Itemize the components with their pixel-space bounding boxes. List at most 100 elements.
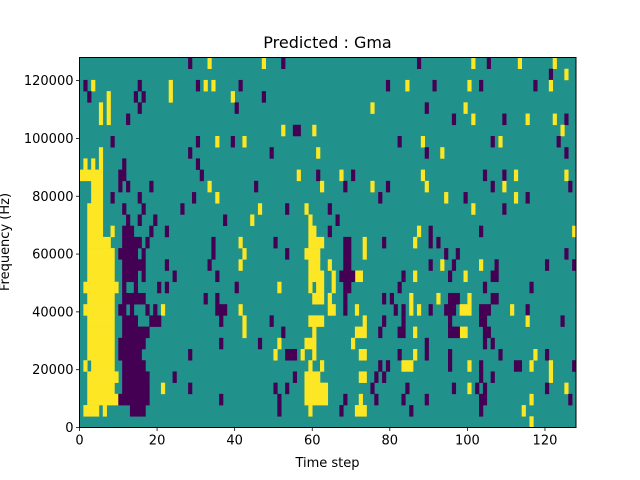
heatmap-cell-yellow	[552, 57, 557, 70]
heatmap-cell-yellow	[498, 135, 503, 148]
heatmap-cell-yellow	[238, 304, 243, 316]
heatmap-cell-yellow	[87, 349, 115, 361]
heatmap-cell-purple	[110, 135, 115, 148]
heatmap-cell-yellow	[91, 180, 104, 193]
heatmap-cell-yellow	[207, 180, 212, 193]
heatmap-cell-purple	[285, 203, 290, 215]
heatmap-cell-yellow	[304, 248, 321, 260]
heatmap-cell-purple	[502, 203, 507, 215]
heatmap-cell-purple	[378, 360, 383, 372]
heatmap-cell-purple	[343, 259, 352, 271]
heatmap-cell-purple	[316, 169, 321, 182]
heatmap-cell-yellow	[277, 337, 282, 350]
heatmap-cell-yellow	[564, 68, 569, 81]
heatmap-cell-yellow	[98, 147, 104, 159]
x-axis-label: Time step	[294, 456, 359, 471]
heatmap-cell-yellow	[273, 349, 278, 361]
heatmap-cell-purple	[157, 281, 162, 294]
heatmap-cell-yellow	[467, 292, 472, 305]
heatmap-cell-yellow	[87, 270, 115, 283]
heatmap-cell-yellow	[215, 135, 220, 148]
heatmap-cell-purple	[428, 304, 433, 316]
heatmap-cell-yellow	[339, 169, 344, 182]
heatmap-cell-yellow	[548, 371, 554, 383]
heatmap-cell-yellow	[416, 225, 422, 238]
heatmap-cell-purple	[172, 270, 177, 283]
heatmap-cell-yellow	[525, 113, 530, 126]
heatmap-cell-purple	[405, 382, 410, 395]
heatmap-cell-yellow	[413, 349, 418, 361]
heatmap-cell-yellow	[502, 180, 507, 193]
heatmap-cell-purple	[292, 124, 301, 137]
heatmap-cell-purple	[141, 91, 146, 103]
heatmap-cell-purple	[207, 259, 212, 271]
heatmap-cell-purple	[401, 304, 406, 316]
heatmap-cell-purple	[188, 147, 193, 159]
heatmap-cell-purple	[164, 259, 170, 271]
heatmap-cell-purple	[149, 180, 154, 193]
heatmap-cell-yellow	[413, 326, 418, 339]
heatmap-cell-purple	[544, 382, 550, 395]
heatmap-cell-purple	[529, 281, 534, 294]
heatmap-cell-yellow	[83, 405, 100, 417]
heatmap-cell-purple	[118, 393, 150, 406]
heatmap-cell-yellow	[459, 326, 468, 339]
heatmap-cell-purple	[502, 169, 507, 182]
heatmap-cell-purple	[230, 135, 235, 148]
heatmap-cell-purple	[564, 248, 569, 260]
y-tick-label: 0	[65, 421, 73, 436]
heatmap-cell-yellow	[207, 57, 212, 70]
heatmap-cell-yellow	[308, 360, 313, 372]
heatmap-cell-yellow	[242, 326, 247, 339]
heatmap-cell-purple	[129, 304, 135, 316]
heatmap-cell-purple	[385, 79, 391, 92]
heatmap-cell-purple	[397, 326, 406, 339]
heatmap-cell-yellow	[250, 214, 255, 226]
heatmap-cell-yellow	[413, 236, 418, 249]
heatmap-cell-purple	[118, 304, 127, 316]
x-tick-label: 0	[75, 434, 83, 449]
heatmap-cell-purple	[479, 360, 484, 372]
heatmap-cell-purple	[428, 236, 433, 249]
heatmap-cell-purple	[486, 57, 491, 70]
heatmap-cell-purple	[281, 57, 286, 70]
heatmap-cell-yellow	[467, 382, 472, 395]
heatmap-cell-purple	[118, 349, 142, 361]
heatmap-cell-purple	[374, 393, 379, 406]
heatmap-cell-yellow	[215, 192, 220, 204]
heatmap-cell-yellow	[98, 113, 104, 126]
heatmap-cell-purple	[118, 248, 138, 260]
heatmap-cell-purple	[122, 270, 138, 283]
heatmap-cell-purple	[285, 349, 298, 361]
heatmap-cell-yellow	[91, 79, 96, 92]
heatmap-cell-yellow	[401, 360, 414, 372]
heatmap-cell-yellow	[370, 180, 375, 193]
heatmap-cell-purple	[122, 281, 127, 294]
heatmap-cell-purple	[122, 292, 146, 305]
heatmap-cell-purple	[572, 360, 577, 372]
heatmap-cell-purple	[133, 91, 138, 103]
heatmap-cell-yellow	[308, 270, 325, 283]
heatmap-cell-yellow	[358, 371, 367, 383]
heatmap-cell-yellow	[296, 169, 301, 182]
heatmap-cell-purple	[343, 393, 348, 406]
heatmap-cell-purple	[211, 248, 216, 260]
heatmap-cell-purple	[382, 315, 387, 327]
heatmap-cell-purple	[164, 225, 170, 238]
heatmap-cell-purple	[188, 349, 193, 361]
heatmap-cell-yellow	[529, 393, 534, 406]
heatmap-cell-purple	[424, 393, 429, 406]
heatmap-cell-yellow	[440, 147, 445, 159]
heatmap-cell-purple	[141, 203, 146, 215]
x-tick-label: 20	[149, 434, 166, 449]
heatmap-cell-purple	[428, 259, 433, 271]
heatmap-cell-purple	[490, 371, 495, 383]
heatmap-cell-yellow	[87, 259, 115, 271]
heatmap-cell-yellow	[281, 124, 286, 137]
heatmap-cell-purple	[87, 91, 92, 103]
heatmap-cell-yellow	[548, 360, 554, 372]
heatmap-cell-yellow	[98, 102, 104, 114]
heatmap-cell-purple	[382, 371, 387, 383]
heatmap-cell-yellow	[242, 315, 247, 327]
heatmap-cell-purple	[556, 135, 561, 148]
